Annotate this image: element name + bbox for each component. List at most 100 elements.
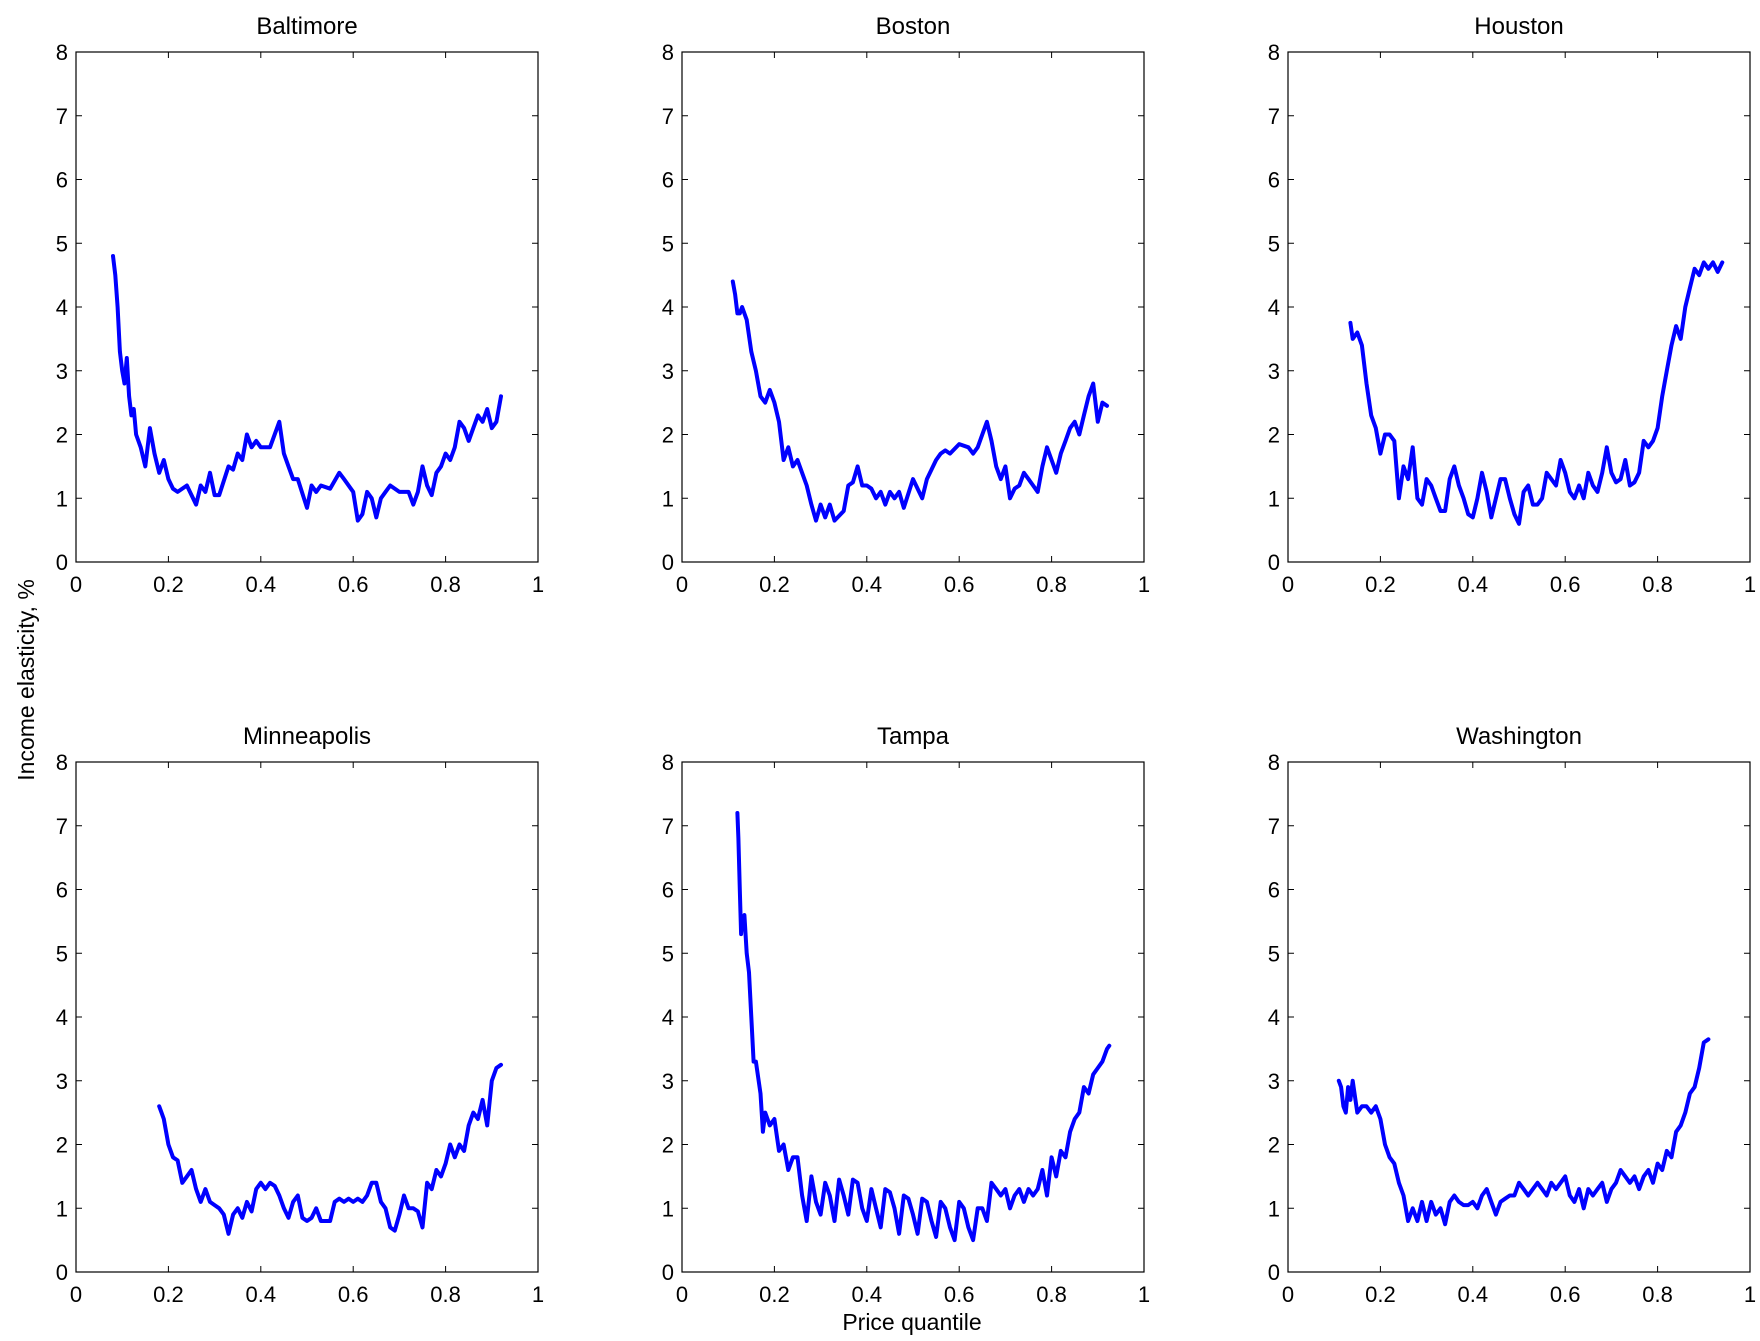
y-tick-label-baltimore: 0 <box>56 550 68 575</box>
x-tick-label-tampa: 0.8 <box>1036 1282 1067 1307</box>
x-tick-label-tampa: 0.2 <box>759 1282 790 1307</box>
y-tick-label-minneapolis: 4 <box>56 1005 68 1030</box>
x-tick-label-houston: 0.8 <box>1642 572 1673 597</box>
y-tick-label-baltimore: 2 <box>56 423 68 448</box>
series-line-tampa <box>735 811 1112 1243</box>
x-tick-label-boston: 1 <box>1138 572 1150 597</box>
y-tick-label-tampa: 3 <box>662 1069 674 1094</box>
series-line-baltimore <box>111 254 503 523</box>
y-tick-label-boston: 3 <box>662 359 674 384</box>
y-tick-label-baltimore: 8 <box>56 40 68 65</box>
y-tick-label-boston: 7 <box>662 104 674 129</box>
y-tick-label-minneapolis: 7 <box>56 814 68 839</box>
x-tick-label-houston: 1 <box>1744 572 1756 597</box>
subplot-title-houston: Houston <box>1474 13 1563 40</box>
y-tick-label-houston: 3 <box>1268 359 1280 384</box>
y-tick-label-houston: 5 <box>1268 231 1280 256</box>
subplot-baltimore: 0 0.2 0.4 0.6 0.8 1 0 1 2 3 4 5 6 7 8 Baltimore <box>56 13 544 597</box>
y-tick-label-boston: 4 <box>662 295 674 320</box>
subplot-title-boston: Boston <box>876 13 951 40</box>
x-tick-label-boston: 0.6 <box>944 572 975 597</box>
x-tick-label-minneapolis: 0.8 <box>430 1282 461 1307</box>
x-tick-label-boston: 0 <box>676 572 688 597</box>
y-tick-label-tampa: 8 <box>662 750 674 775</box>
series-line-boston <box>730 279 1109 523</box>
subplot-title-minneapolis: Minneapolis <box>243 723 371 750</box>
x-tick-label-baltimore: 0.8 <box>430 572 461 597</box>
y-tick-label-minneapolis: 2 <box>56 1133 68 1158</box>
y-tick-label-boston: 1 <box>662 486 674 511</box>
y-tick-label-houston: 8 <box>1268 40 1280 65</box>
x-tick-label-tampa: 1 <box>1138 1282 1150 1307</box>
y-tick-label-tampa: 5 <box>662 941 674 966</box>
y-tick-label-baltimore: 1 <box>56 486 68 511</box>
x-tick-label-minneapolis: 1 <box>532 1282 544 1307</box>
axes-box-washington <box>1287 761 1751 1273</box>
y-tick-label-houston: 0 <box>1268 550 1280 575</box>
y-tick-label-baltimore: 6 <box>56 168 68 193</box>
axes-box-minneapolis <box>75 761 539 1273</box>
y-tick-label-washington: 3 <box>1268 1069 1280 1094</box>
y-tick-label-minneapolis: 3 <box>56 1069 68 1094</box>
y-tick-label-minneapolis: 1 <box>56 1196 68 1221</box>
y-tick-label-tampa: 2 <box>662 1133 674 1158</box>
y-tick-label-tampa: 1 <box>662 1196 674 1221</box>
y-axis-label: Income elasticity, % <box>13 579 39 781</box>
y-tick-label-baltimore: 7 <box>56 104 68 129</box>
x-tick-label-boston: 0.8 <box>1036 572 1067 597</box>
x-tick-label-tampa: 0.4 <box>852 1282 883 1307</box>
y-tick-label-houston: 4 <box>1268 295 1280 320</box>
y-tick-label-houston: 1 <box>1268 486 1280 511</box>
y-tick-label-houston: 2 <box>1268 423 1280 448</box>
y-tick-label-boston: 8 <box>662 40 674 65</box>
axes-box-houston <box>1287 51 1751 563</box>
y-tick-label-minneapolis: 8 <box>56 750 68 775</box>
x-tick-label-houston: 0 <box>1282 572 1294 597</box>
x-tick-label-minneapolis: 0 <box>70 1282 82 1307</box>
x-tick-label-minneapolis: 0.6 <box>338 1282 369 1307</box>
subplot-washington: 0 0.2 0.4 0.6 0.8 1 0 1 2 3 4 5 6 7 8 Washington <box>1268 723 1756 1307</box>
x-tick-label-minneapolis: 0.4 <box>246 1282 277 1307</box>
y-tick-label-tampa: 6 <box>662 878 674 903</box>
x-tick-label-baltimore: 0.2 <box>153 572 184 597</box>
y-tick-label-washington: 0 <box>1268 1260 1280 1285</box>
y-tick-label-washington: 1 <box>1268 1196 1280 1221</box>
y-tick-label-tampa: 7 <box>662 814 674 839</box>
y-tick-label-baltimore: 3 <box>56 359 68 384</box>
x-tick-label-baltimore: 0 <box>70 572 82 597</box>
y-tick-label-boston: 6 <box>662 168 674 193</box>
x-tick-label-houston: 0.4 <box>1458 572 1489 597</box>
x-tick-label-washington: 0.6 <box>1550 1282 1581 1307</box>
x-tick-label-houston: 0.2 <box>1365 572 1396 597</box>
axes-box-baltimore <box>75 51 539 563</box>
x-tick-label-tampa: 0 <box>676 1282 688 1307</box>
series-line-minneapolis <box>157 1062 503 1236</box>
y-tick-label-boston: 5 <box>662 231 674 256</box>
series-line-houston <box>1348 260 1725 526</box>
x-tick-label-minneapolis: 0.2 <box>153 1282 184 1307</box>
subplot-minneapolis: 0 0.2 0.4 0.6 0.8 1 0 1 2 3 4 5 6 7 8 Minneapolis <box>56 723 544 1307</box>
x-tick-label-boston: 0.4 <box>852 572 883 597</box>
y-tick-label-baltimore: 4 <box>56 295 68 320</box>
x-tick-label-boston: 0.2 <box>759 572 790 597</box>
x-tick-label-baltimore: 1 <box>532 572 544 597</box>
y-tick-label-washington: 6 <box>1268 878 1280 903</box>
y-tick-label-boston: 0 <box>662 550 674 575</box>
x-tick-label-washington: 1 <box>1744 1282 1756 1307</box>
y-tick-label-minneapolis: 0 <box>56 1260 68 1285</box>
subplot-title-baltimore: Baltimore <box>256 13 357 40</box>
subplot-boston: 0 0.2 0.4 0.6 0.8 1 0 1 2 3 4 5 6 7 8 Boston <box>662 13 1150 597</box>
x-tick-label-baltimore: 0.6 <box>338 572 369 597</box>
y-tick-label-minneapolis: 5 <box>56 941 68 966</box>
x-tick-label-washington: 0.8 <box>1642 1282 1673 1307</box>
y-tick-label-minneapolis: 6 <box>56 878 68 903</box>
x-tick-label-washington: 0.4 <box>1458 1282 1489 1307</box>
subplot-title-tampa: Tampa <box>877 723 950 750</box>
x-tick-label-houston: 0.6 <box>1550 572 1581 597</box>
subplot-title-washington: Washington <box>1456 723 1582 750</box>
y-tick-label-washington: 2 <box>1268 1133 1280 1158</box>
y-tick-label-boston: 2 <box>662 423 674 448</box>
series-line-washington <box>1336 1037 1711 1227</box>
